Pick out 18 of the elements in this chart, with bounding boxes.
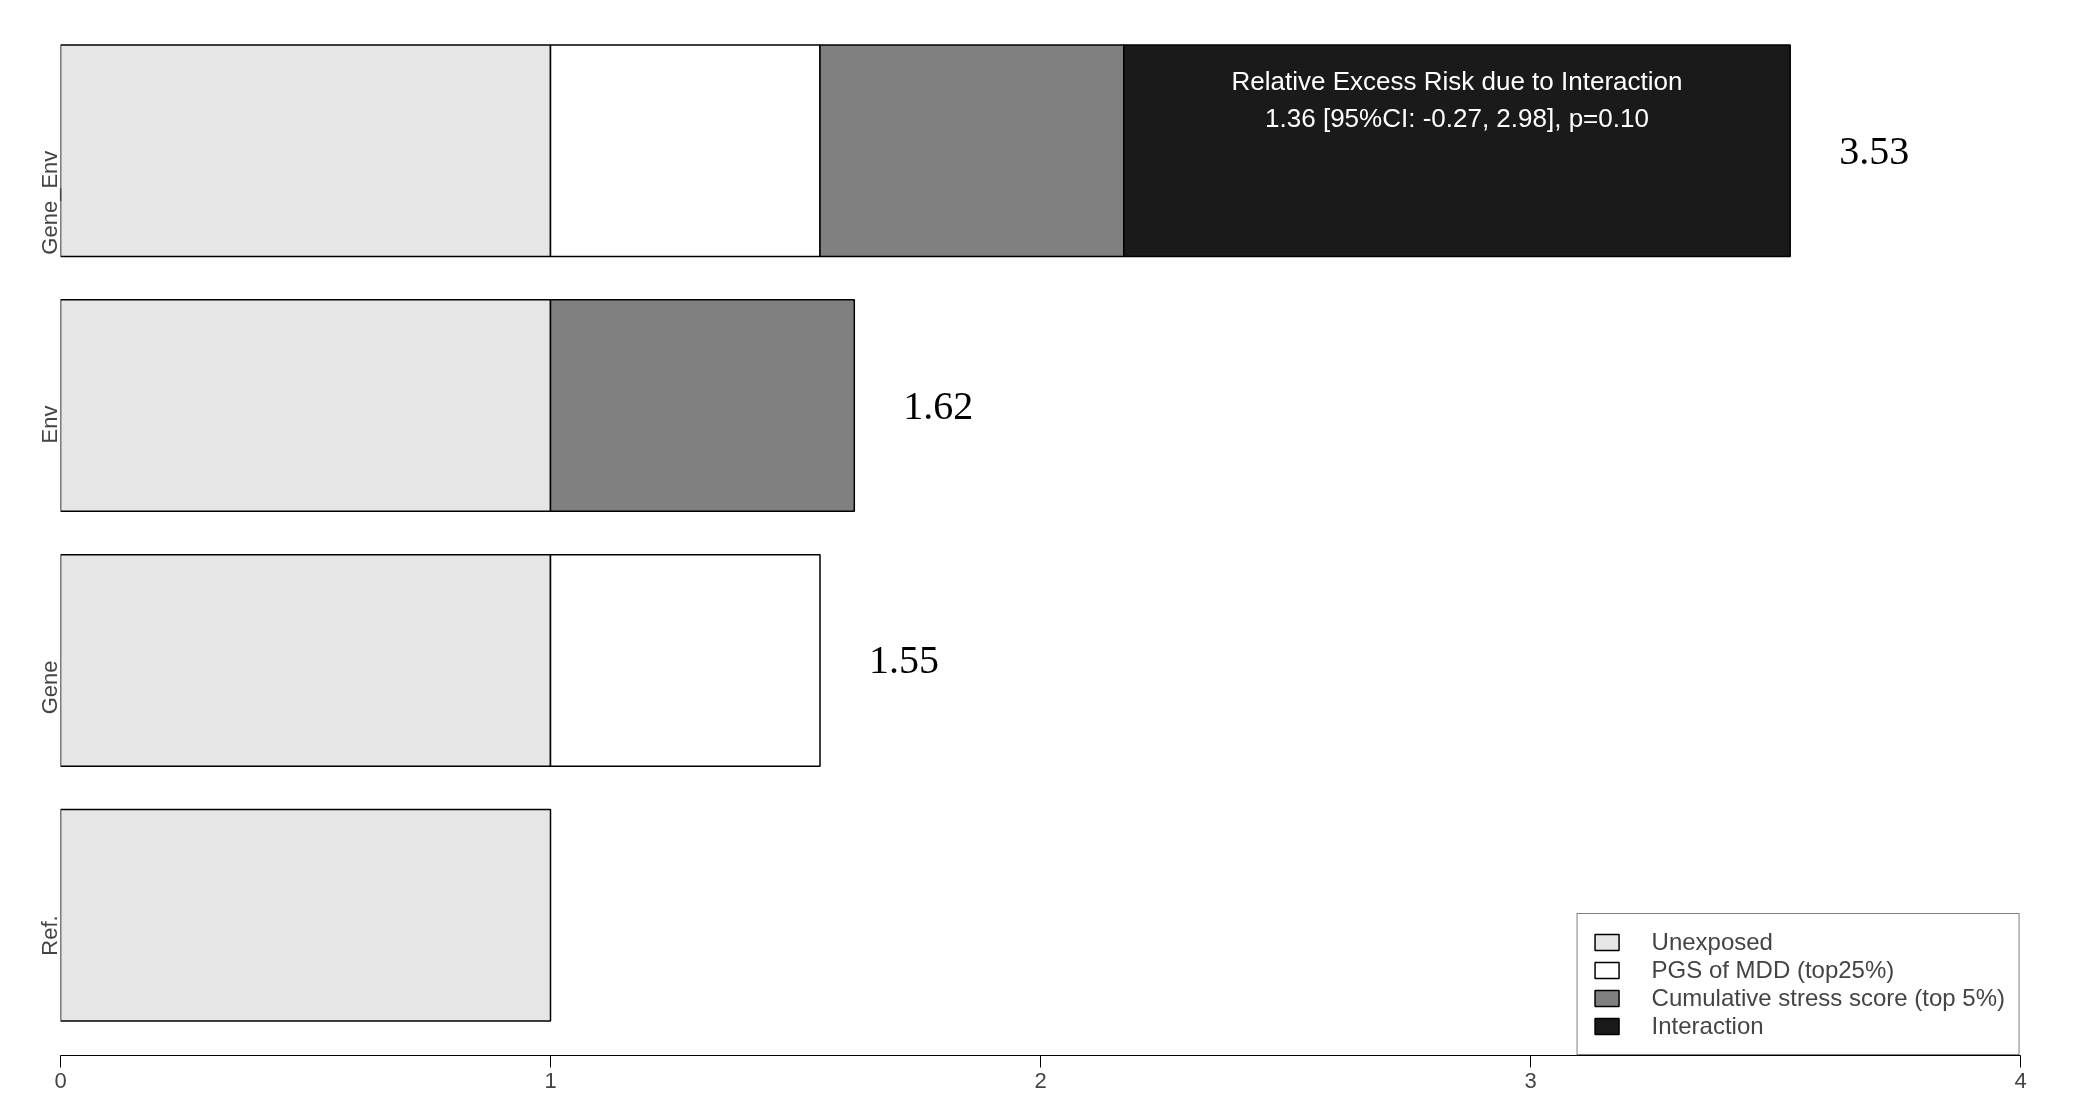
y-tick-label: Ref. bbox=[37, 915, 62, 956]
total-label: 1.55 bbox=[869, 637, 939, 683]
x-tick-label: 1 bbox=[544, 1067, 557, 1093]
total-label: 1.62 bbox=[903, 382, 974, 428]
legend-label: PGS of MDD (top25%) bbox=[1651, 956, 1895, 984]
y-tick-label: Env bbox=[37, 405, 62, 444]
x-tick-label: 2 bbox=[1034, 1067, 1047, 1093]
x-tick-label: 4 bbox=[2014, 1067, 2027, 1093]
total-label: 3.53 bbox=[1839, 127, 1910, 173]
legend-label: Cumulative stress score (top 5%) bbox=[1651, 984, 2005, 1012]
x-tick-label: 3 bbox=[1524, 1067, 1537, 1093]
x-tick-label: 0 bbox=[54, 1067, 67, 1093]
annotation: Relative Excess Risk due to Interaction 1.36 [95%CI: -0.27, 2.98], p=0.10 bbox=[1231, 65, 1683, 134]
legend-label: Unexposed bbox=[1651, 928, 1773, 956]
legend-label: Interaction bbox=[1651, 1012, 1764, 1040]
y-tick-label: Gene_Env bbox=[37, 150, 62, 255]
y-tick-label: Gene bbox=[37, 660, 62, 715]
bar bbox=[60, 808, 552, 1022]
